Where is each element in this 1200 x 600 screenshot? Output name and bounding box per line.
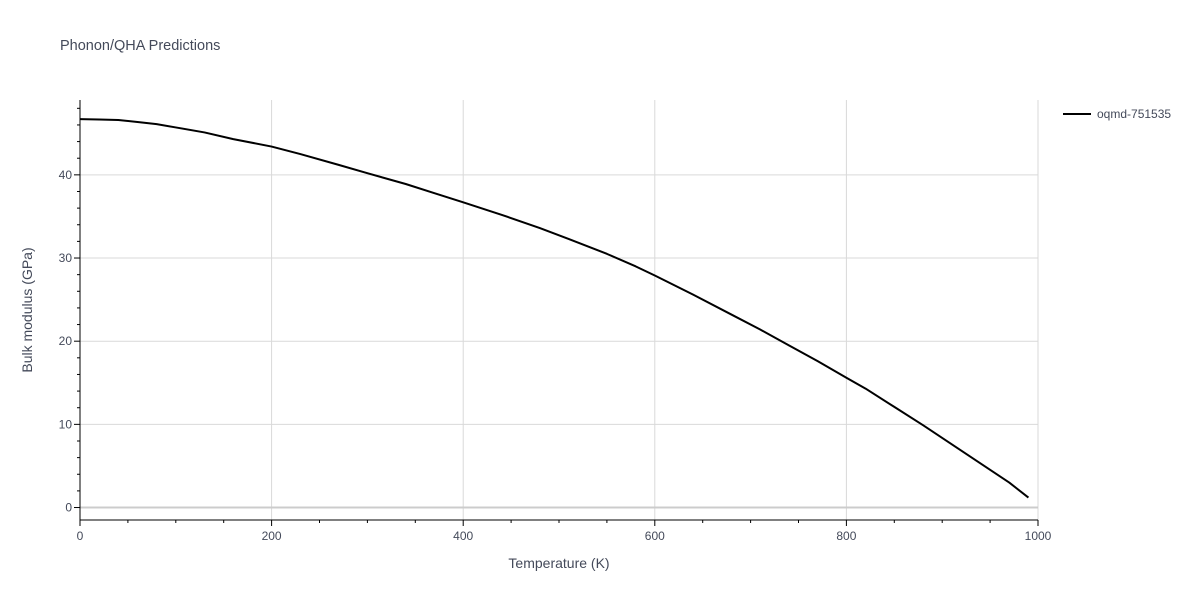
x-tick-label: 200 (262, 529, 282, 543)
x-axis: 0 200 400 600 800 1000 (77, 520, 1052, 543)
x-tick-label: 1000 (1025, 529, 1052, 543)
y-axis: 0 10 20 30 40 (59, 107, 80, 515)
y-tick-label: 40 (59, 168, 73, 182)
y-tick-label: 10 (59, 417, 73, 431)
legend[interactable]: oqmd-751535 (1063, 107, 1171, 121)
legend-item-label[interactable]: oqmd-751535 (1097, 107, 1171, 121)
x-tick-label: 800 (836, 529, 856, 543)
x-axis-title: Temperature (K) (508, 555, 609, 571)
x-tick-label: 0 (77, 529, 84, 543)
grid-lines (80, 100, 1039, 520)
plot-area (79, 118, 1030, 499)
y-axis-title: Bulk modulus (GPa) (19, 247, 35, 372)
x-tick-label: 600 (645, 529, 665, 543)
y-tick-label: 0 (65, 501, 72, 515)
y-tick-label: 30 (59, 251, 73, 265)
chart-title: Phonon/QHA Predictions (60, 38, 220, 54)
x-tick-label: 400 (453, 529, 473, 543)
series-line-oqmd-751535 (79, 118, 1030, 499)
axes (79, 100, 1038, 521)
y-tick-label: 20 (59, 334, 73, 348)
